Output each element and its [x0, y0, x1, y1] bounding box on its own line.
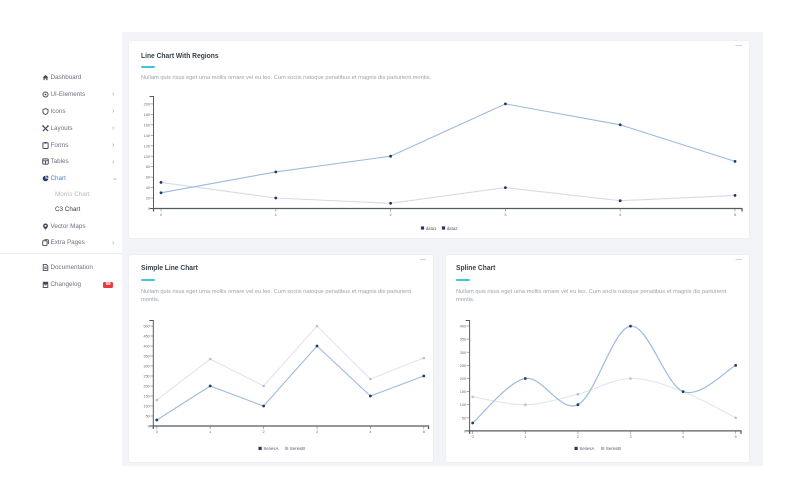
svg-text:5: 5 — [735, 435, 737, 439]
svg-text:200: 200 — [144, 102, 150, 106]
svg-text:3: 3 — [629, 435, 631, 439]
svg-text:0: 0 — [148, 207, 150, 211]
svg-text:2: 2 — [390, 213, 392, 217]
svg-text:4: 4 — [369, 430, 371, 434]
svg-text:250: 250 — [460, 364, 466, 368]
svg-text:0: 0 — [148, 425, 150, 429]
svg-text:400: 400 — [460, 325, 466, 329]
svg-text:180: 180 — [144, 113, 150, 117]
svg-text:3: 3 — [504, 213, 506, 217]
svg-text:50: 50 — [462, 416, 466, 420]
svg-text:SeriesB: SeriesB — [290, 446, 305, 451]
svg-text:1: 1 — [524, 435, 526, 439]
svg-text:450: 450 — [143, 335, 149, 339]
svg-text:SeriesB: SeriesB — [606, 446, 621, 451]
svg-text:300: 300 — [460, 351, 466, 355]
svg-text:1: 1 — [275, 213, 277, 217]
svg-text:50: 50 — [146, 415, 150, 419]
svg-text:120: 120 — [144, 144, 150, 148]
svg-text:data2: data2 — [447, 226, 458, 231]
svg-text:5: 5 — [423, 430, 425, 434]
svg-text:140: 140 — [144, 134, 150, 138]
svg-text:60: 60 — [146, 176, 150, 180]
svg-text:80: 80 — [146, 165, 150, 169]
svg-text:150: 150 — [460, 390, 466, 394]
svg-text:40: 40 — [146, 186, 150, 190]
svg-text:SeriesA: SeriesA — [263, 446, 278, 451]
svg-text:2: 2 — [577, 435, 579, 439]
svg-text:400: 400 — [143, 345, 149, 349]
svg-text:4: 4 — [619, 213, 621, 217]
svg-text:0: 0 — [464, 429, 466, 433]
svg-text:5: 5 — [734, 213, 736, 217]
svg-text:0: 0 — [160, 213, 162, 217]
svg-text:data1: data1 — [426, 226, 437, 231]
svg-text:3: 3 — [316, 430, 318, 434]
svg-text:200: 200 — [143, 385, 149, 389]
svg-text:500: 500 — [143, 325, 149, 329]
svg-text:350: 350 — [460, 338, 466, 342]
svg-text:300: 300 — [143, 365, 149, 369]
svg-text:100: 100 — [143, 405, 149, 409]
svg-text:100: 100 — [144, 155, 150, 159]
svg-text:SeriesA: SeriesA — [579, 446, 594, 451]
svg-text:2: 2 — [263, 430, 265, 434]
svg-text:20: 20 — [146, 197, 150, 201]
svg-text:0: 0 — [472, 435, 474, 439]
svg-text:4: 4 — [682, 435, 684, 439]
svg-text:200: 200 — [460, 377, 466, 381]
svg-text:250: 250 — [143, 375, 149, 379]
svg-text:350: 350 — [143, 355, 149, 359]
svg-text:0: 0 — [156, 430, 158, 434]
svg-text:100: 100 — [460, 403, 466, 407]
svg-text:150: 150 — [143, 395, 149, 399]
svg-text:1: 1 — [209, 430, 211, 434]
svg-text:160: 160 — [144, 123, 150, 127]
